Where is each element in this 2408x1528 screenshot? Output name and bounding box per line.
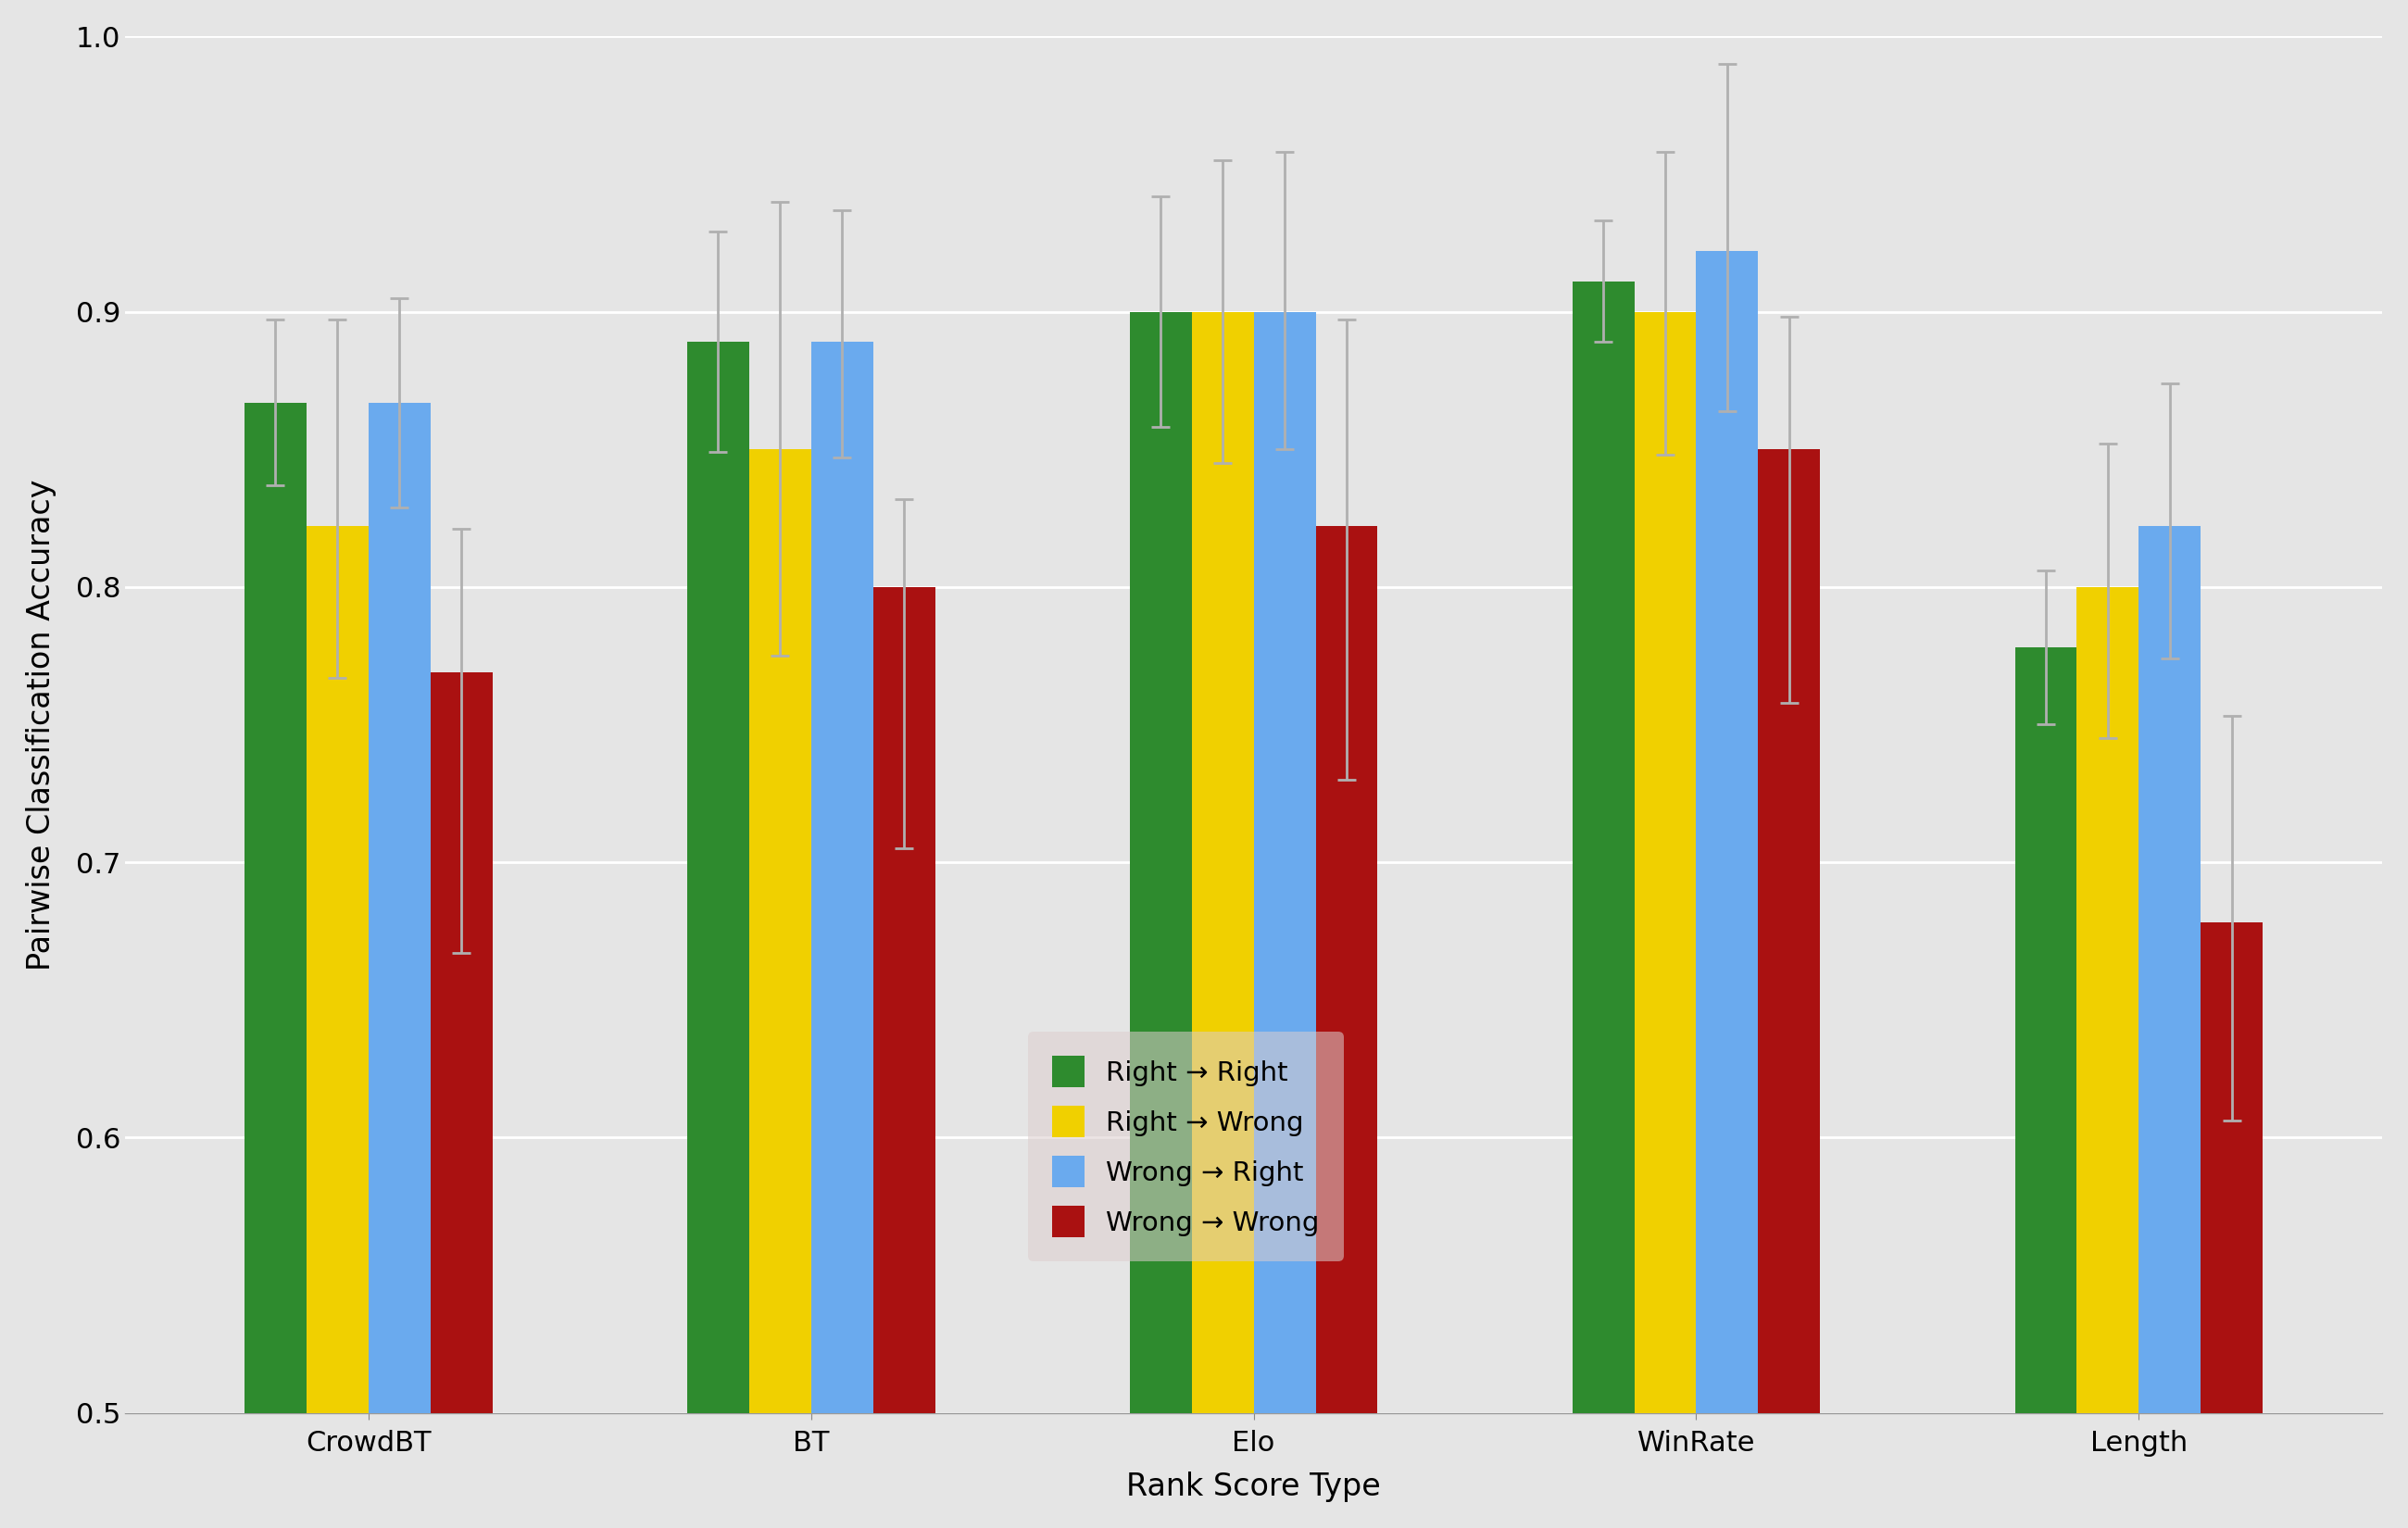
Bar xyxy=(1758,449,1820,1413)
Bar xyxy=(1192,312,1255,1413)
Bar xyxy=(431,672,491,1413)
X-axis label: Rank Score Type: Rank Score Type xyxy=(1127,1471,1380,1502)
Bar xyxy=(2076,587,2138,1413)
Bar xyxy=(1255,312,1315,1413)
Bar xyxy=(368,402,431,1413)
Bar xyxy=(2138,526,2201,1413)
Bar xyxy=(1695,251,1758,1413)
Bar xyxy=(1129,312,1192,1413)
Bar xyxy=(811,342,874,1413)
Y-axis label: Pairwise Classification Accuracy: Pairwise Classification Accuracy xyxy=(26,478,55,970)
Legend: Right → Right, Right → Wrong, Wrong → Right, Wrong → Wrong: Right → Right, Right → Wrong, Wrong → Ri… xyxy=(1028,1031,1344,1262)
Bar xyxy=(874,587,934,1413)
Bar xyxy=(306,526,368,1413)
Bar xyxy=(1315,526,1377,1413)
Bar xyxy=(749,449,811,1413)
Bar xyxy=(246,402,306,1413)
Bar xyxy=(1635,312,1695,1413)
Bar xyxy=(1572,281,1635,1413)
Bar xyxy=(686,342,749,1413)
Bar xyxy=(2201,923,2264,1413)
Bar xyxy=(2015,648,2076,1413)
